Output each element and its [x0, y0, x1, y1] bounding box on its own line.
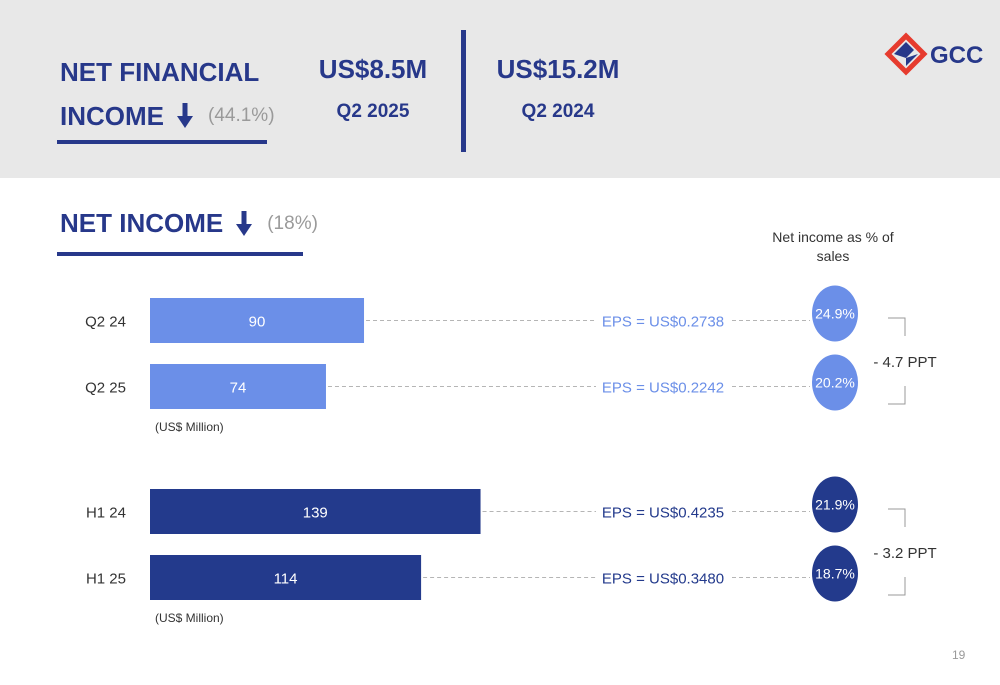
gcc-logo-icon	[884, 32, 928, 76]
eps-label: EPS = US$0.2738	[602, 314, 724, 331]
down-arrow-icon	[177, 103, 193, 128]
change-bracket-top	[888, 317, 906, 336]
logo-text: GCC	[930, 42, 983, 69]
category-label: Q2 25	[85, 380, 126, 397]
category-label: Q2 24	[85, 314, 126, 331]
pct-of-sales-circle	[812, 476, 858, 533]
title-line-2: INCOME	[60, 101, 164, 131]
kpi-value: US$15.2M	[496, 54, 620, 84]
change-bracket-top	[888, 508, 906, 527]
category-label: H1 24	[86, 505, 126, 522]
net-income-title-text: NET INCOME	[60, 208, 224, 238]
change-bracket-bottom	[888, 577, 906, 596]
bar-value-label: 114	[274, 571, 298, 588]
change-label: - 3.2 PPT	[873, 545, 936, 562]
bar	[150, 555, 422, 600]
page-number: 19	[952, 648, 966, 662]
pct-of-sales-label: 18.7%	[815, 566, 855, 582]
title-line-1: NET FINANCIAL	[60, 57, 260, 87]
bar-value-label: 74	[230, 380, 247, 397]
down-arrow-icon	[236, 210, 253, 236]
bar	[150, 489, 481, 534]
bar	[150, 298, 365, 343]
kpi-divider	[461, 30, 466, 152]
title-underline	[57, 140, 267, 144]
eps-label: EPS = US$0.2242	[602, 380, 724, 397]
top-band	[0, 0, 1000, 178]
kpi-q2-2024: US$15.2M Q2 2024	[480, 54, 636, 123]
unit-label: (US$ Million)	[155, 611, 224, 625]
kpi-value: US$8.5M	[318, 54, 428, 84]
pct-of-sales-circle	[812, 285, 858, 342]
eps-label: EPS = US$0.4235	[602, 505, 724, 522]
pct-of-sales-label: 21.9%	[815, 497, 855, 513]
pct-of-sales-label: 24.9%	[815, 306, 855, 322]
kpi-q2-2025: US$8.5M Q2 2025	[300, 54, 446, 123]
kpi-label: Q2 2024	[521, 101, 595, 122]
category-label: H1 25	[86, 571, 126, 588]
change-label: - 4.7 PPT	[873, 354, 936, 371]
net-financial-income-change: (44.1%)	[208, 105, 275, 126]
bar-value-label: 139	[303, 505, 328, 522]
pct-of-sales-note: Net income as % of sales	[772, 229, 894, 264]
section-underline	[57, 252, 303, 256]
net-income-title: NET INCOME (18%)	[60, 208, 318, 239]
gcc-logo: GCC	[884, 32, 983, 76]
eps-label: EPS = US$0.3480	[602, 571, 724, 588]
bar	[150, 364, 326, 409]
net-financial-income-title: NET FINANCIAL INCOME (44.1%)	[60, 50, 275, 138]
unit-label: (US$ Million)	[155, 420, 224, 434]
bar-value-label: 90	[249, 314, 266, 331]
title-line-2-row: INCOME (44.1%)	[60, 94, 275, 138]
kpi-label: Q2 2025	[336, 101, 410, 122]
pct-of-sales-circle	[812, 545, 858, 602]
pct-of-sales-label: 20.2%	[815, 375, 855, 391]
pct-of-sales-circle	[812, 354, 858, 411]
net-income-change: (18%)	[267, 212, 318, 234]
change-bracket-bottom	[888, 386, 906, 405]
